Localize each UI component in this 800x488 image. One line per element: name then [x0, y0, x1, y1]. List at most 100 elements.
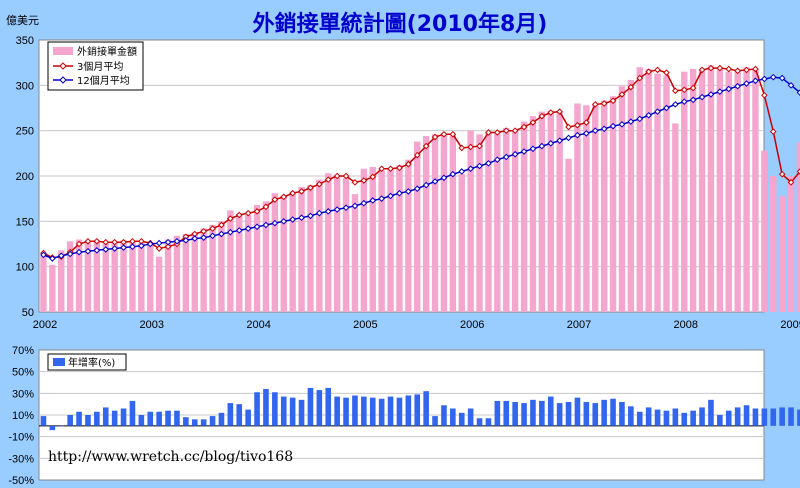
ma3-point — [556, 108, 563, 115]
yoy-bar — [361, 396, 367, 426]
yoy-bar — [565, 402, 572, 426]
yoy-bar — [183, 417, 189, 426]
export-order-bar — [796, 142, 800, 312]
ma12-point — [253, 223, 261, 231]
ma12-point — [378, 195, 385, 202]
ma3-point — [511, 127, 519, 134]
ma3-point — [111, 238, 118, 246]
export-order-bar — [164, 239, 172, 312]
ma3-point — [396, 164, 403, 172]
yoy-bar — [681, 412, 688, 426]
export-order-bar — [458, 174, 465, 312]
yoy-legend: 年增率(%) — [47, 353, 127, 371]
ma3-point — [307, 184, 314, 192]
ma3-point — [155, 245, 163, 252]
ma12-point — [396, 189, 403, 197]
ma12-point — [235, 227, 243, 234]
yoy-bar — [574, 397, 581, 426]
ma3-point — [218, 221, 225, 229]
legend-label-ma12: 12個月平均 — [77, 74, 130, 87]
export-order-bar — [636, 67, 643, 312]
yoy-bar — [797, 409, 800, 426]
ma3-point — [725, 65, 733, 73]
ma12-point — [431, 178, 439, 185]
yoy-bar — [58, 425, 65, 427]
export-order-bar — [707, 65, 715, 313]
yoy-bar — [476, 418, 483, 426]
export-order-bar — [556, 112, 563, 313]
main-y-tick-label: 300 — [16, 80, 34, 92]
legend-marker-ma12 — [59, 76, 67, 84]
export-order-bar — [236, 214, 243, 312]
ma3-point — [663, 69, 670, 76]
ma3-point — [734, 67, 741, 75]
yoy-bar — [503, 400, 510, 426]
yoy-bar — [654, 409, 661, 426]
ma3-point — [253, 208, 261, 215]
export-order-bar — [734, 70, 741, 313]
ma12-point — [520, 148, 528, 155]
export-order-bar — [253, 205, 261, 312]
legend-label-yoy: 年增率(%) — [68, 356, 115, 369]
export-order-bar — [485, 131, 492, 312]
ma12-point — [280, 218, 288, 225]
yoy-bar — [441, 405, 447, 426]
yoy-bar — [485, 418, 492, 426]
ma3-point — [262, 203, 270, 211]
ma3-point — [280, 193, 288, 201]
yoy-bar — [645, 407, 652, 426]
x-tick-label: 2006 — [460, 319, 484, 331]
ma3-point — [342, 172, 350, 180]
ma12-point — [324, 208, 332, 215]
ma12-point — [654, 108, 661, 115]
export-order-bar — [538, 111, 546, 312]
ma3-point — [520, 123, 528, 131]
ma3-point — [93, 237, 101, 245]
ma3-point — [752, 65, 759, 73]
ma12-point — [769, 73, 777, 81]
x-tick-label: 2007 — [567, 319, 591, 331]
export-order-bar — [102, 243, 109, 312]
ma12-point — [556, 137, 563, 144]
yoy-bar — [725, 410, 732, 426]
ma3-point — [209, 225, 216, 232]
ma3-point — [324, 176, 332, 183]
yoy-y-tick-label: 10% — [12, 410, 34, 422]
yoy-tick-labels: -50% -30% -10% 10% 30% 50% 70% — [8, 345, 34, 487]
ma12-point — [467, 165, 474, 173]
yoy-bar — [67, 415, 73, 426]
yoy-bar — [191, 419, 198, 426]
ma12-point — [209, 232, 216, 240]
export-order-bar — [360, 168, 368, 312]
ma12-point — [413, 185, 421, 193]
export-order-bar — [618, 86, 626, 313]
export-order-bar — [592, 104, 599, 312]
yoy-bar — [423, 391, 429, 426]
yoy-bar — [76, 411, 82, 426]
yoy-bars — [40, 387, 800, 431]
ma3-point — [698, 66, 706, 74]
yoy-bar — [414, 394, 421, 426]
main-y-tick-label: 350 — [16, 35, 34, 47]
main-y-tick-label: 50 — [22, 307, 34, 319]
export-order-bar — [351, 194, 359, 312]
ma3-point — [431, 133, 439, 141]
ma12-point — [565, 134, 572, 142]
export-order-bar — [378, 170, 385, 312]
yoy-bar — [236, 404, 243, 426]
yoy-bar — [734, 407, 741, 426]
legend-label-ma3: 3個月平均 — [77, 60, 123, 73]
ma3-point — [289, 189, 296, 197]
ma3-point — [405, 160, 412, 168]
export-order-bar — [129, 241, 136, 312]
ma3-point — [583, 119, 590, 126]
ma12-point — [40, 251, 47, 259]
ma12-point — [262, 221, 270, 229]
yoy-bar — [102, 407, 109, 426]
ma3-point — [600, 100, 608, 107]
yoy-bar — [521, 403, 527, 426]
export-order-bar — [743, 67, 750, 312]
blog-url: http://www.wretch.cc/blog/tivo168 — [48, 449, 294, 465]
yoy-bar — [49, 425, 56, 431]
ma12-point — [173, 237, 181, 245]
